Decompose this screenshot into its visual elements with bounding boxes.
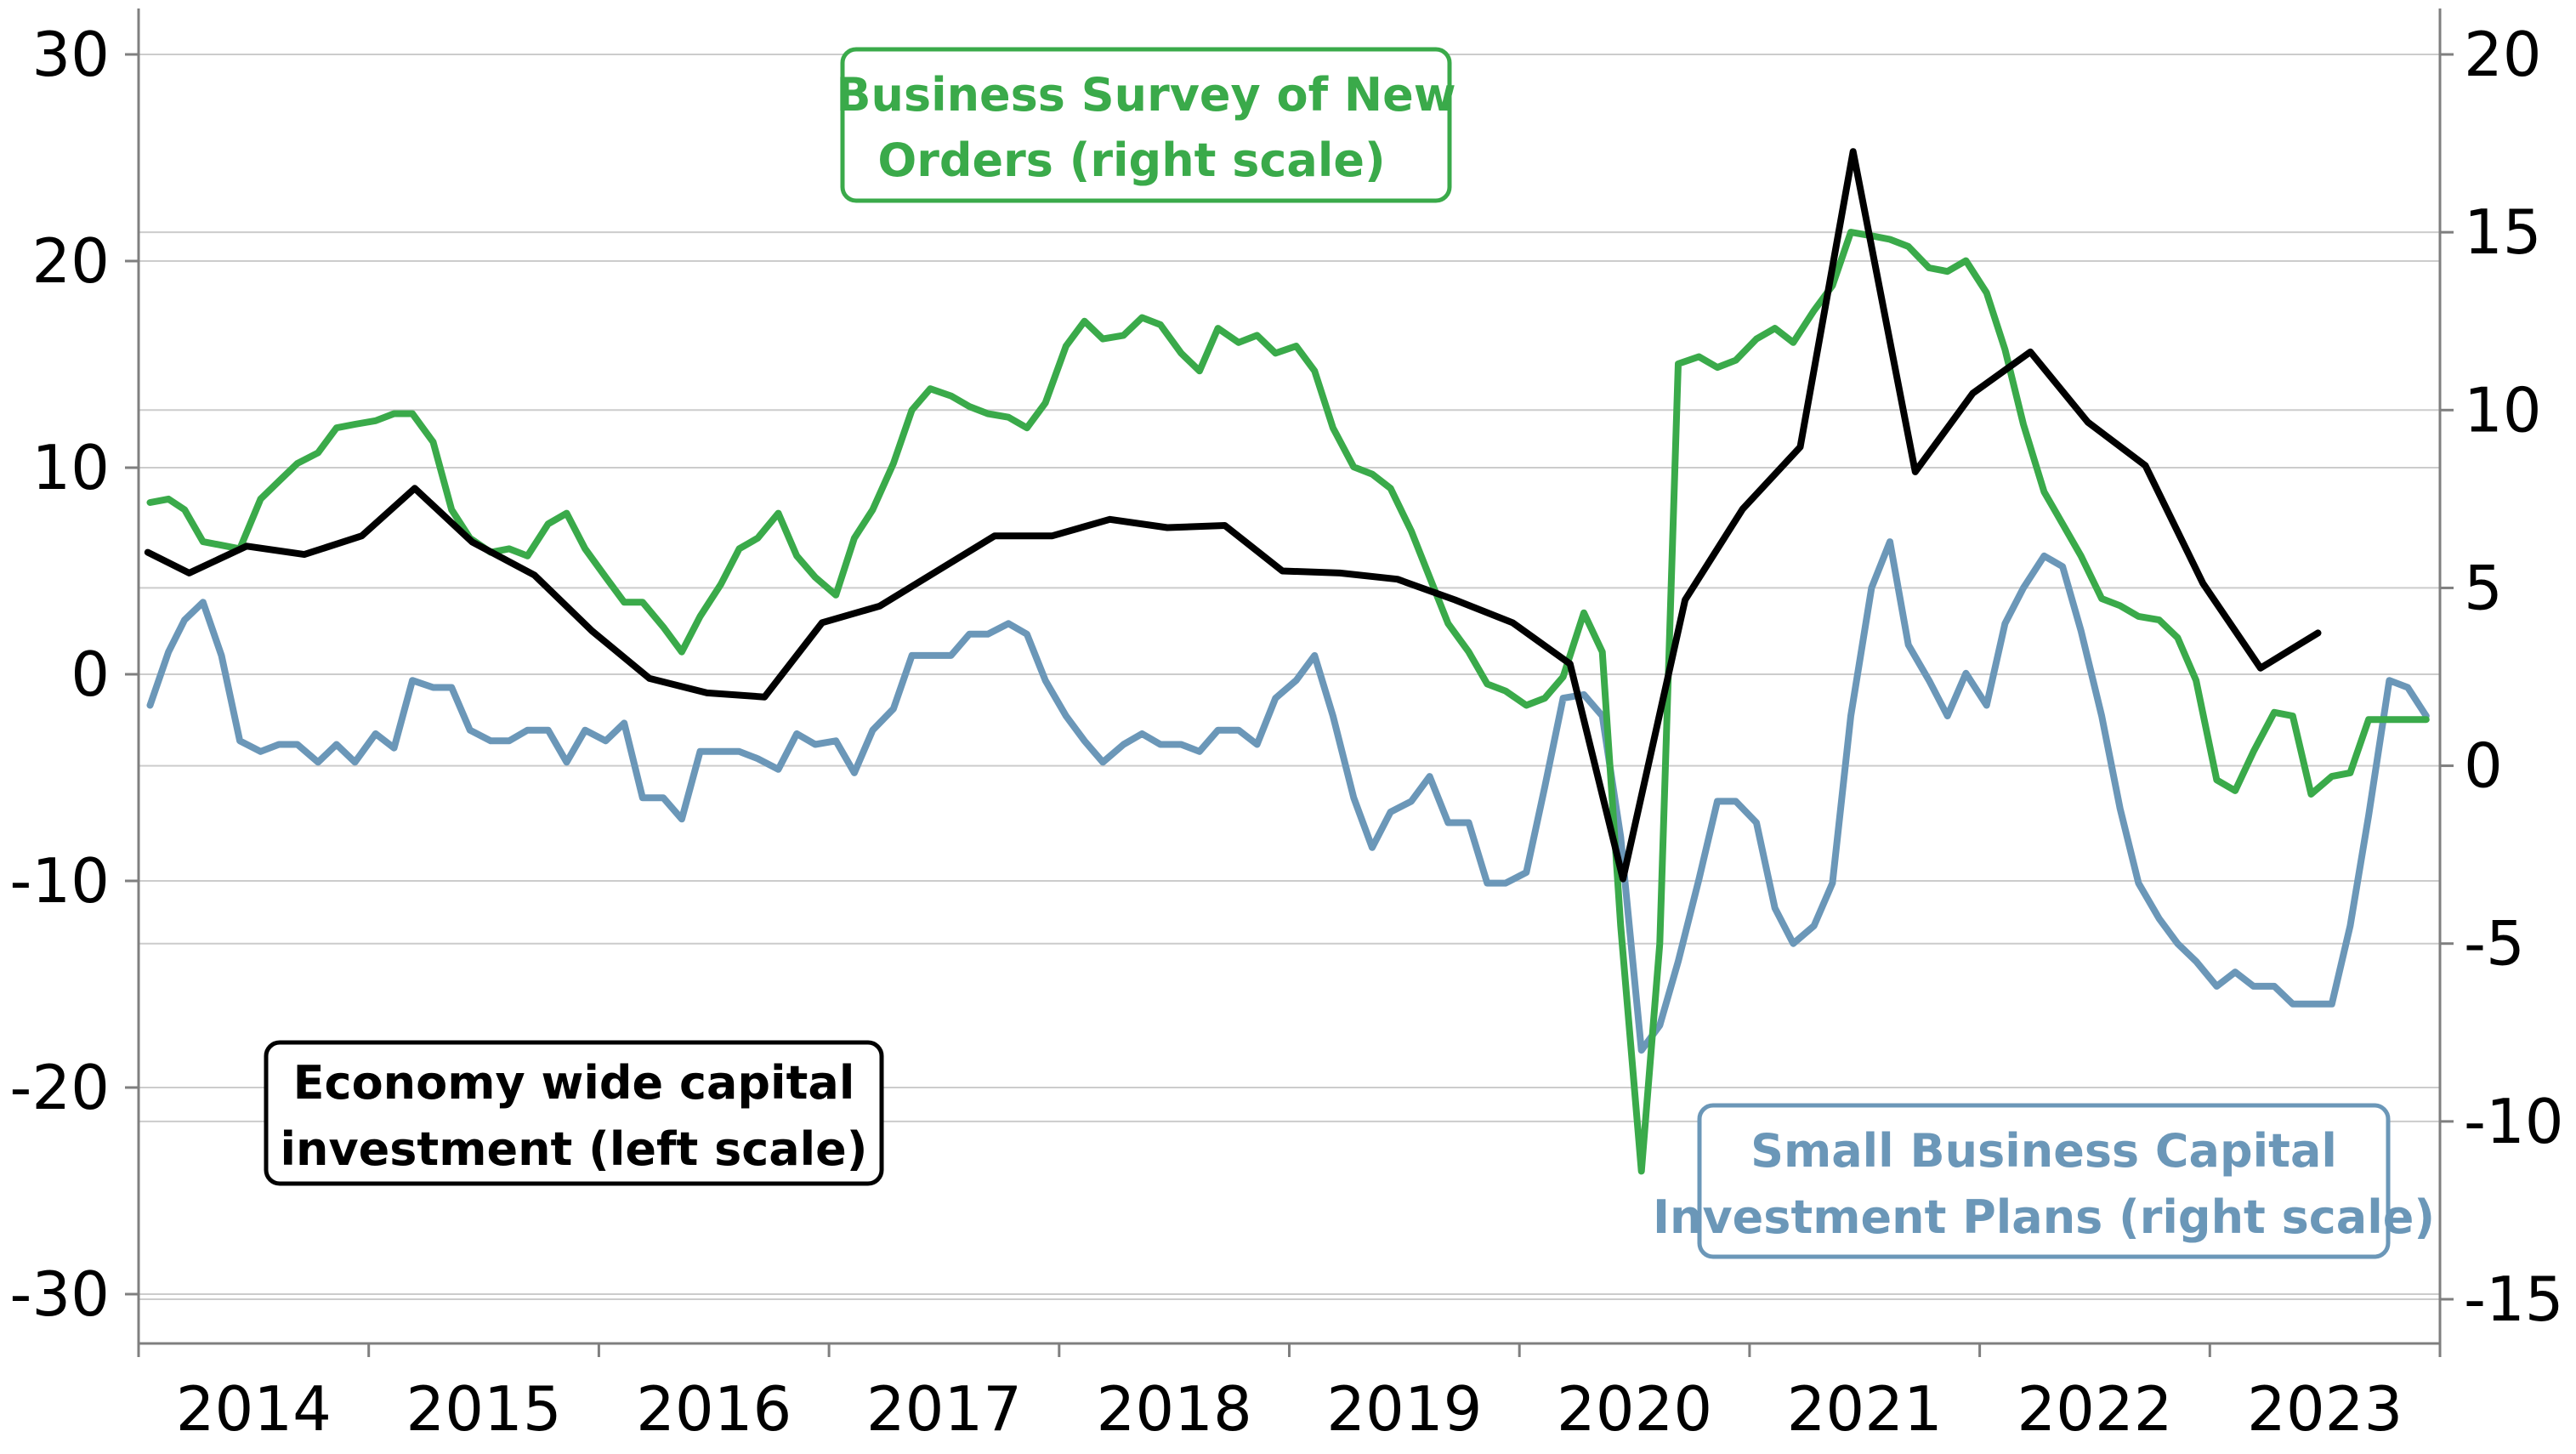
legend-economy: Economy wide capital investment (left sc… [264, 1040, 884, 1186]
right-tick-label-2: 10 [2464, 374, 2542, 446]
right-tick-label-5: -5 [2464, 908, 2525, 980]
left-tick-label-1: 20 [31, 225, 110, 297]
x-tick-label-2014: 2014 [176, 1373, 332, 1445]
legend-small-business-line-1: Small Business Capital [1750, 1124, 2337, 1178]
right-tick-label-6: -10 [2464, 1086, 2564, 1157]
series-lines [144, 148, 2430, 1175]
legend-economy-line-2: investment (left scale) [280, 1122, 867, 1176]
axes [125, 9, 2454, 1357]
x-tick-label-2023: 2023 [2247, 1373, 2403, 1445]
right-tick-label-0: 20 [2464, 19, 2542, 90]
series-new-orders [146, 229, 2430, 1175]
legend-small-business-box [1697, 1103, 2391, 1259]
x-tick-label-2017: 2017 [866, 1373, 1022, 1445]
x-tick-label-2015: 2015 [406, 1373, 561, 1445]
right-tick-label-4: 0 [2464, 730, 2503, 802]
left-tick-label-6: -30 [9, 1258, 110, 1330]
x-tick-label-2022: 2022 [2017, 1373, 2172, 1445]
x-tick-label-2016: 2016 [636, 1373, 792, 1445]
legend-small-business: Small Business Capital Investment Plans … [1653, 1103, 2435, 1259]
left-tick-label-4: -10 [9, 845, 110, 917]
x-tick-label-2020: 2020 [1557, 1373, 1712, 1445]
legend-small-business-line-2: Investment Plans (right scale) [1653, 1190, 2435, 1244]
legend-new-orders-line-2: Orders (right scale) [877, 133, 1385, 187]
x-tick-label-2018: 2018 [1097, 1373, 1252, 1445]
series-small-business-plans [146, 538, 2430, 1054]
right-tick-label-1: 15 [2464, 196, 2542, 268]
series-economy-wide-investment [144, 148, 2322, 883]
right-tick-label-7: -15 [2464, 1264, 2564, 1335]
x-tick-label-2021: 2021 [1787, 1373, 1943, 1445]
left-tick-label-5: -20 [9, 1052, 110, 1123]
right-tick-label-3: 5 [2464, 552, 2503, 623]
legend-new-orders-box [840, 47, 1452, 203]
left-tick-label-3: 0 [71, 639, 110, 710]
left-tick-label-2: 10 [31, 432, 110, 503]
legend-new-orders: Business Survey of New Orders (right sca… [836, 47, 1456, 203]
legend-economy-box [264, 1040, 884, 1186]
left-tick-label-0: 30 [31, 19, 110, 90]
legend-economy-line-1: Economy wide capital [293, 1056, 855, 1110]
legend-new-orders-line-1: Business Survey of New [836, 68, 1455, 122]
x-tick-label-2019: 2019 [1326, 1373, 1482, 1445]
